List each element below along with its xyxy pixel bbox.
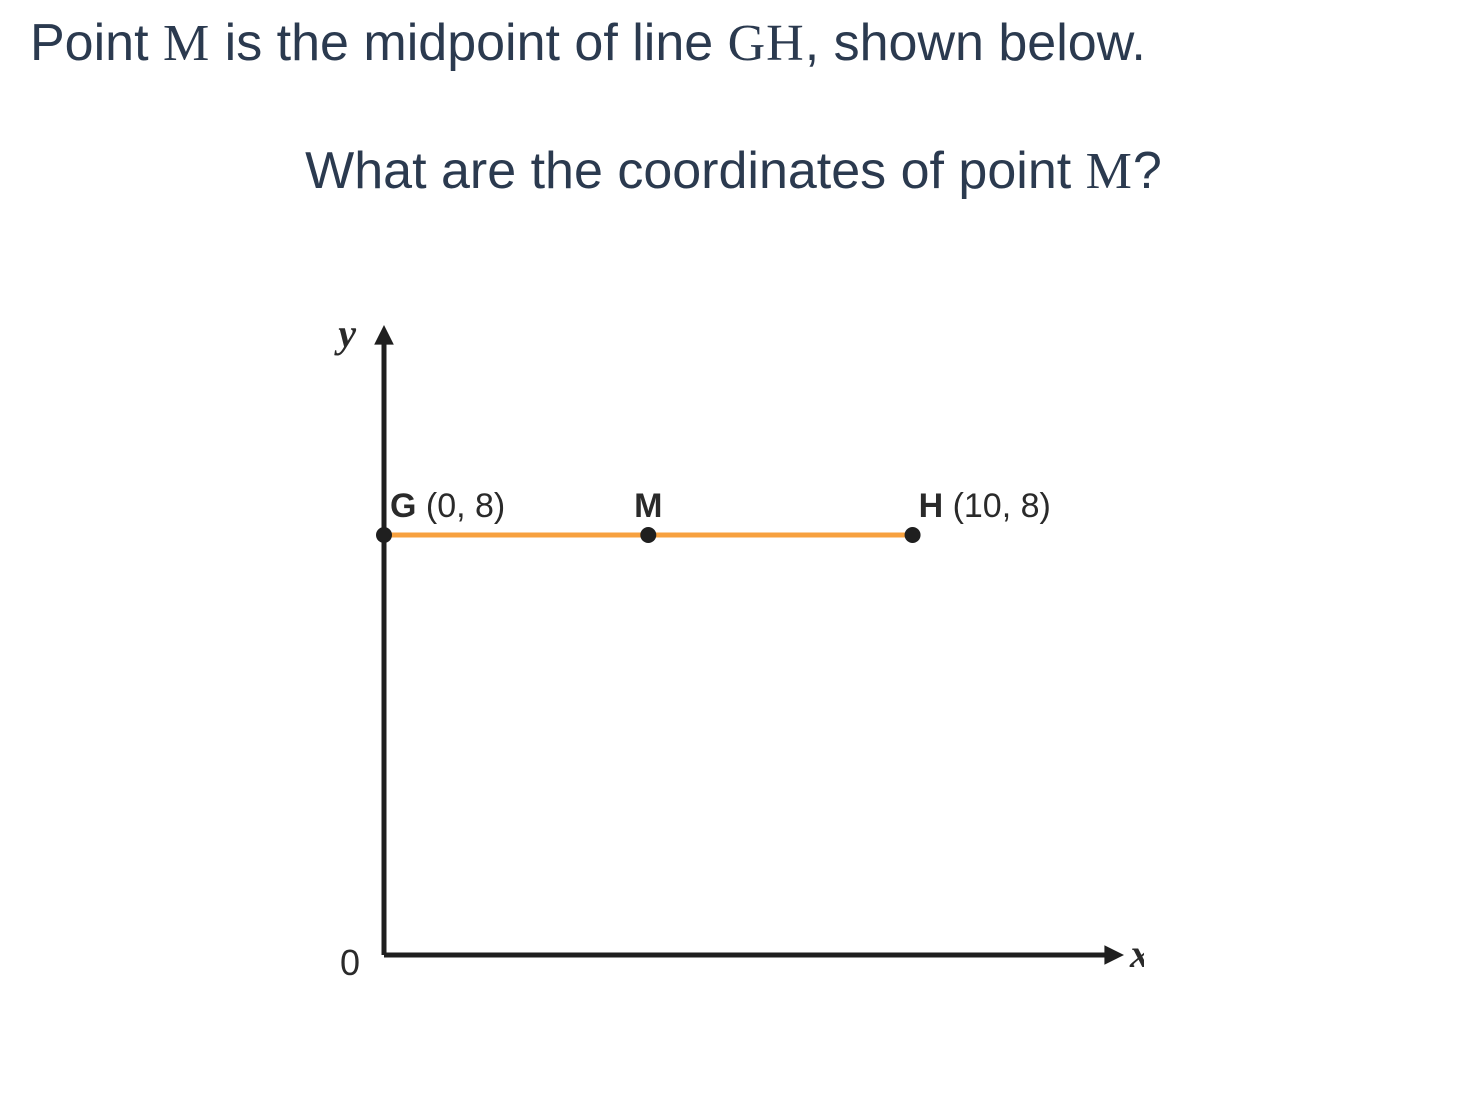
point-h [904,527,920,543]
point-g [376,527,392,543]
text-m: M [163,15,210,72]
point-label-h: H (10, 8) [918,487,1050,525]
text-gh: GH [728,15,805,72]
text-pre-m: Point [30,14,163,72]
text-line2-post: ? [1133,142,1162,200]
chart-svg: y x 0 G (0, 8) M H (10, 8) [324,305,1144,985]
point-m [640,527,656,543]
text-m-2: M [1086,143,1133,200]
x-axis-label: x [1129,931,1144,976]
text-post: , shown below. [805,14,1146,72]
text-line2-pre: What are the coordinates of point [305,142,1085,200]
x-axis-arrow [1104,945,1124,965]
question-line-1: Point M is the midpoint of line GH, show… [0,10,1467,78]
coordinate-chart: y x 0 G (0, 8) M H (10, 8) [324,305,1144,985]
point-label-m: M [634,487,662,525]
origin-label: 0 [339,942,359,983]
y-axis-label: y [334,311,356,356]
text-mid: is the midpoint of line [210,14,727,72]
point-label-g: G (0, 8) [390,487,505,525]
question-line-2: What are the coordinates of point M? [0,138,1467,206]
y-axis-arrow [374,325,394,345]
